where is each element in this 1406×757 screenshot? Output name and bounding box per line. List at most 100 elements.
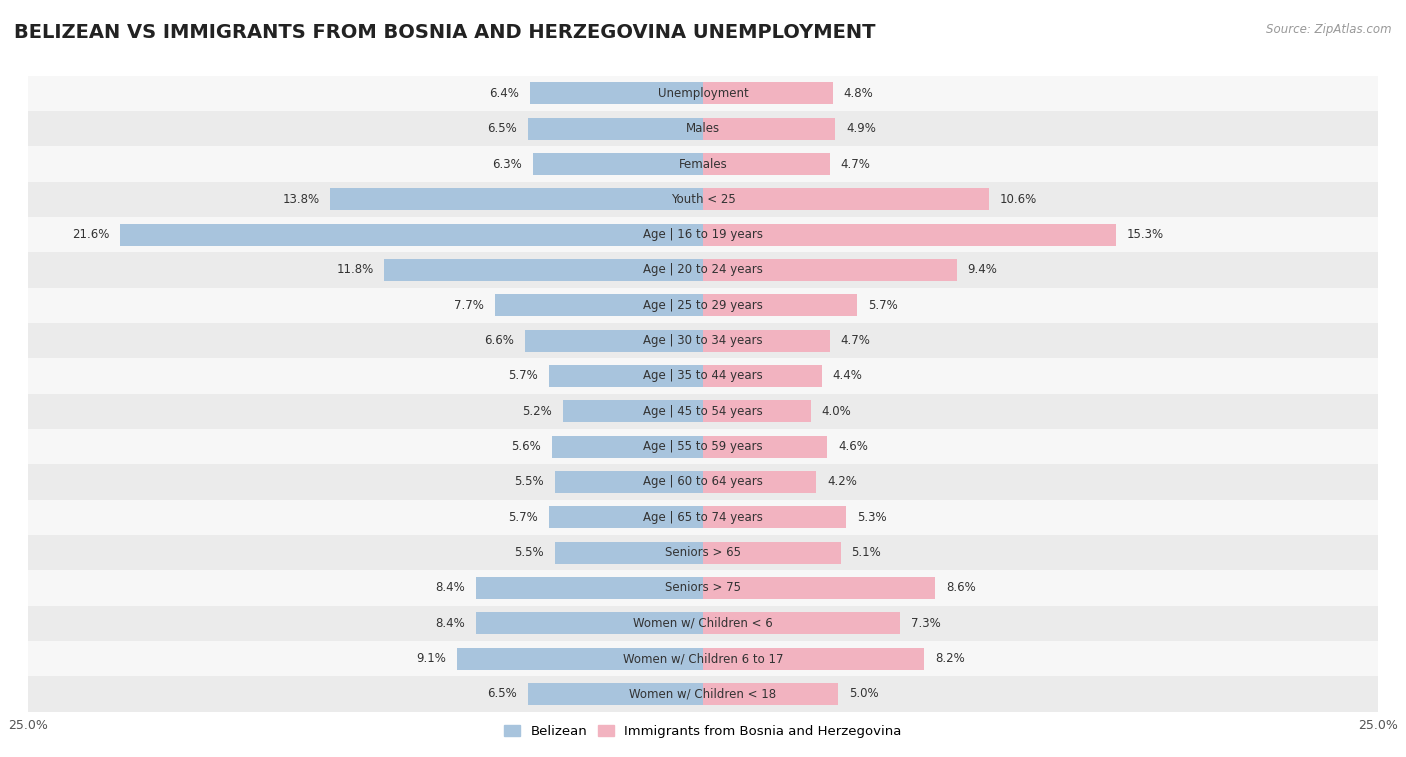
- Bar: [28, 217, 1378, 252]
- Bar: [330, 188, 703, 210]
- Text: Males: Males: [686, 122, 720, 136]
- Text: 5.5%: 5.5%: [515, 475, 544, 488]
- Text: 6.6%: 6.6%: [484, 334, 515, 347]
- Bar: [28, 570, 1378, 606]
- Bar: [533, 153, 703, 175]
- Bar: [550, 506, 703, 528]
- Text: 5.0%: 5.0%: [849, 687, 879, 700]
- Text: 5.7%: 5.7%: [509, 369, 538, 382]
- Text: 5.2%: 5.2%: [522, 405, 551, 418]
- Text: Women w/ Children < 18: Women w/ Children < 18: [630, 687, 776, 700]
- Text: 6.5%: 6.5%: [486, 687, 517, 700]
- Bar: [477, 577, 703, 599]
- Text: 4.8%: 4.8%: [844, 87, 873, 100]
- Bar: [703, 648, 924, 669]
- Bar: [120, 224, 703, 245]
- Bar: [703, 153, 830, 175]
- Bar: [703, 294, 856, 316]
- Text: Age | 16 to 19 years: Age | 16 to 19 years: [643, 228, 763, 241]
- Text: 4.2%: 4.2%: [827, 475, 858, 488]
- Text: Seniors > 65: Seniors > 65: [665, 546, 741, 559]
- Bar: [28, 182, 1378, 217]
- Text: 4.7%: 4.7%: [841, 157, 870, 170]
- Text: 7.7%: 7.7%: [454, 299, 484, 312]
- Bar: [703, 436, 827, 457]
- Bar: [554, 542, 703, 563]
- Bar: [703, 330, 830, 351]
- Text: 10.6%: 10.6%: [1000, 193, 1038, 206]
- Bar: [28, 288, 1378, 323]
- Text: 5.3%: 5.3%: [856, 511, 887, 524]
- Text: 9.1%: 9.1%: [416, 652, 447, 665]
- Bar: [28, 76, 1378, 111]
- Text: Unemployment: Unemployment: [658, 87, 748, 100]
- Text: BELIZEAN VS IMMIGRANTS FROM BOSNIA AND HERZEGOVINA UNEMPLOYMENT: BELIZEAN VS IMMIGRANTS FROM BOSNIA AND H…: [14, 23, 876, 42]
- Bar: [457, 648, 703, 669]
- Text: Women w/ Children 6 to 17: Women w/ Children 6 to 17: [623, 652, 783, 665]
- Text: 5.6%: 5.6%: [512, 440, 541, 453]
- Bar: [495, 294, 703, 316]
- Bar: [703, 224, 1116, 245]
- Bar: [28, 146, 1378, 182]
- Bar: [527, 683, 703, 705]
- Text: Age | 30 to 34 years: Age | 30 to 34 years: [643, 334, 763, 347]
- Text: 9.4%: 9.4%: [967, 263, 997, 276]
- Bar: [703, 188, 990, 210]
- Text: 6.5%: 6.5%: [486, 122, 517, 136]
- Text: 5.5%: 5.5%: [515, 546, 544, 559]
- Bar: [28, 535, 1378, 570]
- Text: 8.2%: 8.2%: [935, 652, 965, 665]
- Text: 8.4%: 8.4%: [436, 617, 465, 630]
- Bar: [554, 471, 703, 493]
- Bar: [562, 400, 703, 422]
- Text: Age | 60 to 64 years: Age | 60 to 64 years: [643, 475, 763, 488]
- Text: Age | 35 to 44 years: Age | 35 to 44 years: [643, 369, 763, 382]
- Bar: [524, 330, 703, 351]
- Bar: [28, 323, 1378, 358]
- Text: 21.6%: 21.6%: [72, 228, 110, 241]
- Text: Females: Females: [679, 157, 727, 170]
- Bar: [551, 436, 703, 457]
- Bar: [703, 506, 846, 528]
- Bar: [703, 400, 811, 422]
- Bar: [477, 612, 703, 634]
- Bar: [28, 606, 1378, 641]
- Text: Seniors > 75: Seniors > 75: [665, 581, 741, 594]
- Text: 11.8%: 11.8%: [336, 263, 374, 276]
- Text: Age | 55 to 59 years: Age | 55 to 59 years: [643, 440, 763, 453]
- Text: Women w/ Children < 6: Women w/ Children < 6: [633, 617, 773, 630]
- Bar: [703, 542, 841, 563]
- Bar: [703, 577, 935, 599]
- Bar: [28, 111, 1378, 146]
- Text: 4.6%: 4.6%: [838, 440, 868, 453]
- Text: 5.7%: 5.7%: [509, 511, 538, 524]
- Bar: [703, 83, 832, 104]
- Text: 4.7%: 4.7%: [841, 334, 870, 347]
- Text: 4.4%: 4.4%: [832, 369, 862, 382]
- Text: 15.3%: 15.3%: [1126, 228, 1164, 241]
- Text: Source: ZipAtlas.com: Source: ZipAtlas.com: [1267, 23, 1392, 36]
- Text: Age | 25 to 29 years: Age | 25 to 29 years: [643, 299, 763, 312]
- Text: 13.8%: 13.8%: [283, 193, 319, 206]
- Text: 4.9%: 4.9%: [846, 122, 876, 136]
- Bar: [28, 641, 1378, 676]
- Bar: [703, 471, 817, 493]
- Text: 8.6%: 8.6%: [946, 581, 976, 594]
- Bar: [28, 464, 1378, 500]
- Legend: Belizean, Immigrants from Bosnia and Herzegovina: Belizean, Immigrants from Bosnia and Her…: [499, 720, 907, 743]
- Bar: [28, 500, 1378, 535]
- Text: 8.4%: 8.4%: [436, 581, 465, 594]
- Text: 6.3%: 6.3%: [492, 157, 522, 170]
- Text: 6.4%: 6.4%: [489, 87, 519, 100]
- Text: 4.0%: 4.0%: [821, 405, 852, 418]
- Bar: [703, 118, 835, 139]
- Text: Youth < 25: Youth < 25: [671, 193, 735, 206]
- Text: Age | 45 to 54 years: Age | 45 to 54 years: [643, 405, 763, 418]
- Bar: [703, 365, 821, 387]
- Bar: [703, 683, 838, 705]
- Text: Age | 20 to 24 years: Age | 20 to 24 years: [643, 263, 763, 276]
- Bar: [703, 612, 900, 634]
- Bar: [28, 394, 1378, 429]
- Bar: [28, 429, 1378, 464]
- Bar: [530, 83, 703, 104]
